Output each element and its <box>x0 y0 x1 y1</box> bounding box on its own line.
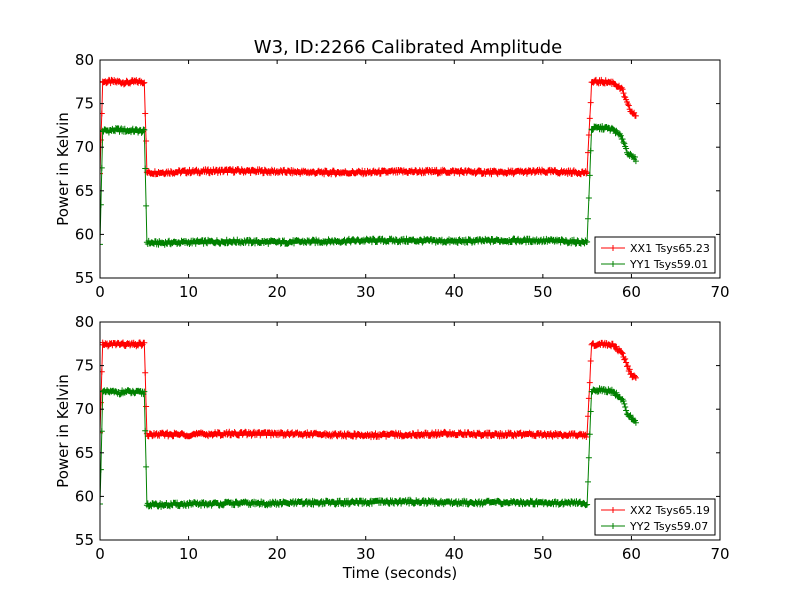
y-tick-label: 55 <box>75 269 94 287</box>
panel-2: 0 10 20 30 40 50 60 70 55 60 65 70 75 80 Power in Kelv… <box>54 313 730 582</box>
y-tick-label: 65 <box>75 444 94 462</box>
legend-entry: YY1 Tsys59.01 <box>629 258 708 271</box>
legend-entry: XX1 Tsys65.23 <box>630 242 710 255</box>
y-tick-label: 80 <box>75 51 94 69</box>
series-markers <box>100 339 639 441</box>
x-tick-label: 50 <box>533 545 552 563</box>
x-tick-label: 20 <box>268 545 287 563</box>
x-tick-label: 0 <box>95 283 105 301</box>
series-1-1 <box>100 76 639 178</box>
y-tick-label: 75 <box>75 357 94 375</box>
series-markers <box>100 76 639 178</box>
y-tick-label: 75 <box>75 95 94 113</box>
x-tick-label: 60 <box>622 283 641 301</box>
x-axis-label: Time (seconds) <box>342 564 458 582</box>
series-1-2 <box>100 123 639 248</box>
axes-frame <box>99 59 721 279</box>
legend: XX2 Tsys65.19 YY2 Tsys59.07 <box>594 498 716 536</box>
y-tick-label: 55 <box>75 531 94 549</box>
x-tick-label: 0 <box>95 545 105 563</box>
series-2-1 <box>100 339 639 441</box>
x-tick-label: 40 <box>445 283 464 301</box>
series-2-2 <box>100 385 639 510</box>
legend-entry: YY2 Tsys59.07 <box>629 520 708 533</box>
x-tick-label: 50 <box>533 283 552 301</box>
axes-frame <box>99 321 721 541</box>
legend: XX1 Tsys65.23 YY1 Tsys59.01 <box>594 236 716 274</box>
x-tick-label: 10 <box>179 283 198 301</box>
chart-title: W3, ID:2266 Calibrated Amplitude <box>254 37 562 58</box>
x-tick-label: 70 <box>710 545 729 563</box>
y-tick-label: 65 <box>75 182 94 200</box>
y-tick-label: 70 <box>75 400 94 418</box>
legend-entry: XX2 Tsys65.19 <box>630 504 710 517</box>
y-tick-label: 60 <box>75 487 94 505</box>
x-tick-label: 30 <box>356 545 375 563</box>
x-tick-label: 70 <box>710 283 729 301</box>
y-axis-label: Power in Kelvin <box>54 374 72 488</box>
series-markers <box>100 123 639 248</box>
x-tick-label: 40 <box>445 545 464 563</box>
x-tick-label: 20 <box>268 283 287 301</box>
y-tick-label: 80 <box>75 313 94 331</box>
x-tick-label: 10 <box>179 545 198 563</box>
y-tick-label: 70 <box>75 138 94 156</box>
y-axis-label: Power in Kelvin <box>54 112 72 226</box>
x-tick-label: 30 <box>356 283 375 301</box>
panel-1: 0 10 20 30 40 50 60 70 55 60 65 70 75 80 Power in Kelv… <box>54 51 730 301</box>
y-tick-label: 60 <box>75 225 94 243</box>
series-markers <box>100 385 639 510</box>
x-tick-label: 60 <box>622 545 641 563</box>
